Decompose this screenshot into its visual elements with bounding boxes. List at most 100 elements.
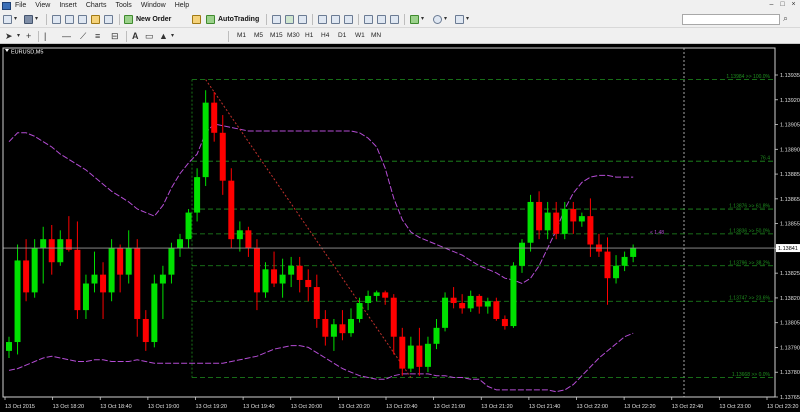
strategy-tester-icon[interactable] [104,15,113,24]
candle [416,327,423,376]
chevron-down-icon[interactable]: ▾ [171,33,175,39]
zoom-out-icon[interactable] [331,15,340,24]
bollinger-bands [8,123,634,393]
symbol-label: EURUSD,M5 [11,50,43,56]
crosshair-icon[interactable]: + [26,31,32,41]
timeframe-mn[interactable]: MN [371,32,382,39]
indicators-icon[interactable] [390,15,399,24]
tile-windows-icon[interactable] [344,15,353,24]
vertical-line-icon[interactable]: | [44,31,47,41]
cursor-icon[interactable]: ➤ [5,31,13,41]
minimize-button[interactable]: – [769,1,774,8]
navigator-icon[interactable] [78,15,87,24]
zoom-in-icon[interactable] [318,15,327,24]
new-order-button[interactable]: New Order [124,14,171,25]
text-tool-icon[interactable]: A [132,31,139,41]
templates-icon[interactable] [455,15,464,24]
candle-body [100,274,107,293]
indicators-list-icon[interactable] [410,15,419,24]
periods-icon[interactable] [433,15,442,24]
line-chart-icon[interactable] [298,15,307,24]
timeframe-m30[interactable]: M30 [287,32,300,39]
timeframe-m15[interactable]: M15 [270,32,283,39]
chevron-down-icon[interactable]: ▾ [444,16,448,22]
axes: 1.13935 1.13920 1.13905 1.13890 1.13885 1.138… [2,47,800,410]
candle-body [296,265,303,280]
candle-body [313,287,320,319]
chevron-down-icon[interactable]: ▾ [35,16,39,22]
candle [322,310,329,346]
candle-body [373,292,380,296]
candle [373,290,380,302]
bar-chart-icon[interactable] [272,15,281,24]
menu-insert[interactable]: Insert [59,2,77,9]
close-button[interactable]: × [791,1,796,8]
new-chart-icon[interactable] [3,15,12,24]
timeframe-h1[interactable]: H1 [305,32,314,39]
candle-body [407,345,414,369]
autotrading-button[interactable]: AutoTrading [206,14,259,25]
terminal-icon[interactable] [91,15,100,24]
chart-window[interactable]: 1.13984 >> 100.0% 76.4 1.13876 >> 61.8% 1.1… [0,45,800,412]
candle-body [40,239,47,249]
timeframe-m5[interactable]: M5 [254,32,264,39]
drawing-toolbar: ➤ ▾ + | — ⟋ ≡ ⊟ A ▭ ▲ ▾ M1 M5 M15 M30 H1… [0,28,800,44]
timeframe-w1[interactable]: W1 [355,32,365,39]
time-tick-label: 13 Oct 23:00 [719,404,751,410]
candle [245,226,252,257]
timeframe-m1[interactable]: M1 [237,32,247,39]
trendline-icon[interactable]: ⟋ [80,31,87,41]
time-tick-label: 13 Oct 22:40 [672,404,704,410]
profiles-icon[interactable] [24,15,33,24]
candlesticks-icon[interactable] [285,15,294,24]
text-label-icon[interactable]: ▭ [145,31,154,41]
menu-window[interactable]: Window [140,2,166,9]
time-tick-label: 13 Oct 21:20 [481,404,513,410]
bid-line: < 1.48 [3,230,775,249]
menu-view[interactable]: View [35,2,51,9]
candle-body [65,239,72,250]
trendline[interactable] [205,79,412,378]
candle [587,198,594,257]
bid-tag: < 1.48 [650,230,664,236]
timeframe-d1[interactable]: D1 [338,32,347,39]
menu-file[interactable]: File [15,2,27,9]
price-tick-label: 1.13825 [780,271,800,277]
trendline-path[interactable] [205,79,412,378]
candle-body [365,295,372,304]
menu-charts[interactable]: Charts [85,2,107,9]
new-order-label: New Order [136,16,172,23]
arrows-icon[interactable]: ▲ [159,31,168,41]
fibonacci-retracement[interactable]: 1.13984 >> 100.0% 76.4 1.13876 >> 61.8% 1.1… [191,74,775,378]
chevron-down-icon[interactable]: ▾ [14,16,18,22]
toolbar-separator [266,14,267,25]
chevron-down-icon[interactable]: ▾ [466,16,470,22]
time-tick-label: 13 Oct 22:00 [577,404,609,410]
chart-shift-icon[interactable] [377,15,386,24]
auto-scroll-icon[interactable] [364,15,373,24]
app-icon[interactable] [2,1,11,10]
chevron-down-icon[interactable]: ▾ [17,33,21,39]
restore-button[interactable]: □ [780,1,785,8]
menu-tools[interactable]: Tools [115,2,132,9]
horizontal-line-icon[interactable]: — [62,31,71,41]
candle [40,226,47,284]
metaeditor-icon[interactable] [192,15,201,24]
candle [399,327,406,376]
candle [271,251,278,288]
menu-help[interactable]: Help [174,2,190,9]
price-tick-label: 1.13905 [780,123,800,129]
chevron-down-icon[interactable]: ▾ [421,16,425,22]
candle [390,294,397,355]
collapse-arrow-icon[interactable] [5,49,9,52]
search-input[interactable] [682,14,780,25]
candle-body [228,180,235,240]
fibonacci-icon[interactable]: ⊟ [111,31,119,41]
timeframe-h4[interactable]: H4 [321,32,330,39]
candle [185,209,192,249]
price-chart[interactable]: 1.13984 >> 100.0%76.41.13876 >> 61.8%1.1… [0,45,800,412]
data-window-icon[interactable] [65,15,74,24]
equidistant-channel-icon[interactable]: ≡ [95,31,101,41]
search-icon[interactable]: ⌕ [783,13,789,23]
market-watch-icon[interactable] [52,15,61,24]
